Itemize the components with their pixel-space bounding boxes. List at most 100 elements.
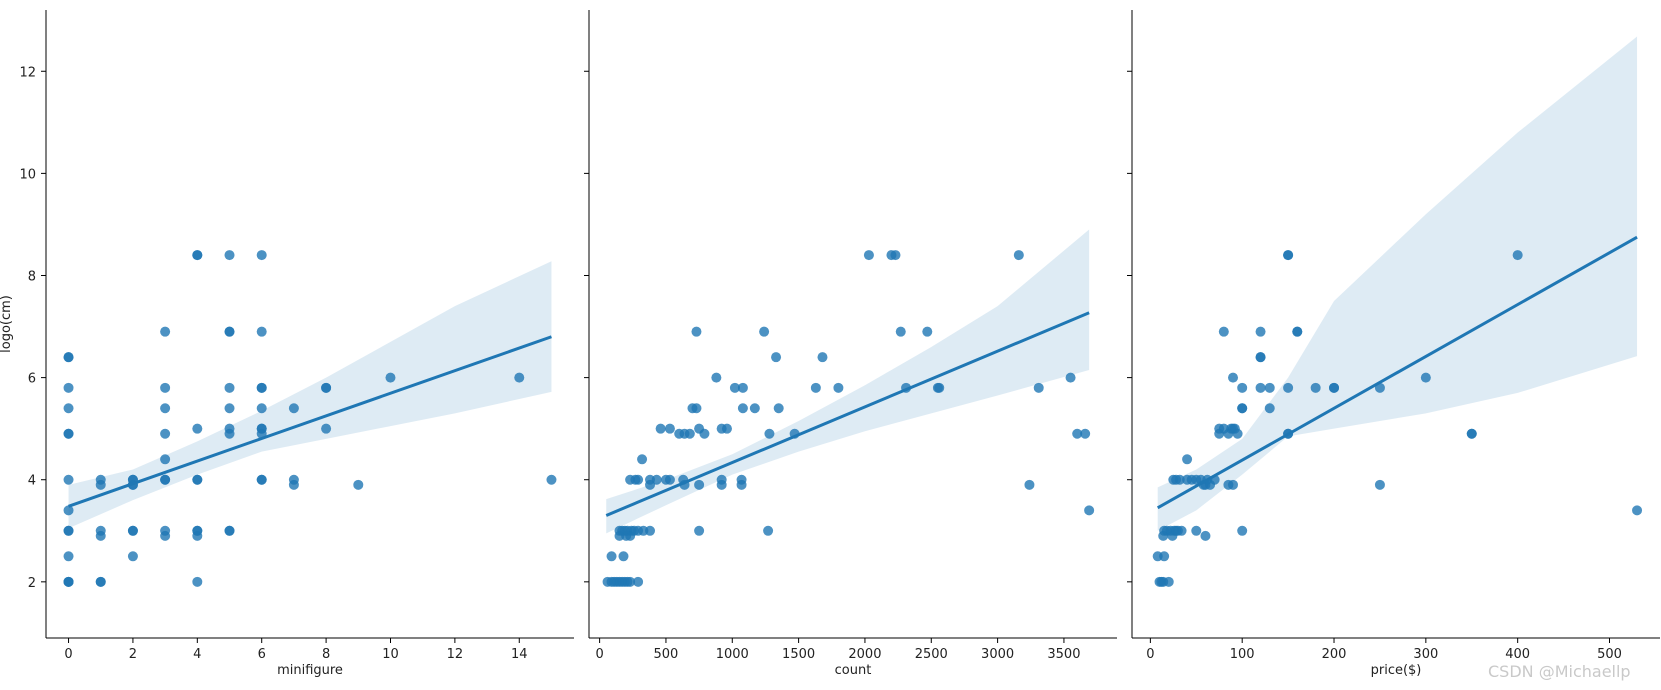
x-tick-label: 14 — [511, 647, 528, 662]
panel-minifigure: 0 2 4 6 8 10 12 14 2 4 6 8 10 12 minifigure logo(cm) — [0, 10, 574, 678]
data-point — [288, 403, 299, 414]
data-point — [764, 428, 775, 439]
x-tick-label: 12 — [447, 647, 464, 662]
data-point — [1080, 428, 1091, 439]
data-point — [1255, 382, 1266, 393]
data-point — [833, 382, 844, 393]
data-point — [763, 525, 774, 536]
data-point — [63, 428, 74, 439]
data-point — [1163, 576, 1174, 587]
data-point — [721, 423, 732, 434]
x-tick-label: 3000 — [981, 647, 1014, 662]
data-point — [625, 576, 636, 587]
x-tick-label: 2000 — [848, 647, 881, 662]
data-point — [288, 474, 299, 485]
data-point — [711, 372, 722, 383]
data-point — [1264, 382, 1275, 393]
data-point — [192, 474, 203, 485]
data-point — [95, 525, 106, 536]
x-axis-title: count — [835, 663, 872, 678]
data-point — [63, 551, 74, 562]
data-point — [95, 474, 106, 485]
data-point — [694, 525, 705, 536]
x-tick-label: 100 — [1230, 647, 1255, 662]
watermark-text: CSDN @Michaellp — [1488, 662, 1631, 681]
data-point — [385, 372, 396, 383]
data-point — [127, 525, 138, 536]
data-point — [224, 423, 235, 434]
data-point — [645, 479, 656, 490]
data-point — [1084, 505, 1095, 516]
data-point — [1329, 382, 1340, 393]
x-tick-label: 400 — [1505, 647, 1530, 662]
data-point — [256, 423, 267, 434]
data-point — [95, 576, 106, 587]
x-tick-label: 0 — [1146, 647, 1154, 662]
data-point — [664, 474, 675, 485]
data-point — [729, 382, 740, 393]
data-point — [771, 352, 782, 363]
x-tick-label: 500 — [654, 647, 679, 662]
x-tick-label: 8 — [322, 647, 330, 662]
data-point — [1255, 352, 1266, 363]
data-point — [1283, 382, 1294, 393]
data-point — [192, 250, 203, 261]
confidence-band — [1157, 36, 1638, 531]
data-point — [1264, 403, 1275, 414]
data-point — [890, 250, 901, 261]
data-point — [934, 382, 945, 393]
data-point — [1182, 454, 1193, 465]
data-point — [1072, 428, 1083, 439]
data-point — [224, 403, 235, 414]
data-point — [655, 423, 666, 434]
data-point — [1174, 474, 1185, 485]
data-point — [737, 382, 748, 393]
data-point — [1191, 525, 1202, 536]
data-point — [1292, 326, 1303, 337]
data-point — [691, 326, 702, 337]
y-tick-label: 10 — [19, 167, 36, 182]
data-point — [1228, 372, 1239, 383]
x-tick-label: 500 — [1597, 647, 1622, 662]
data-point — [160, 382, 171, 393]
data-point — [1374, 479, 1385, 490]
data-point — [749, 403, 760, 414]
data-point — [922, 326, 933, 337]
data-point — [1632, 505, 1643, 516]
data-point — [224, 326, 235, 337]
data-point — [192, 576, 203, 587]
data-point — [1310, 382, 1321, 393]
data-point — [514, 372, 525, 383]
data-point — [256, 382, 267, 393]
data-point — [127, 551, 138, 562]
data-point — [160, 428, 171, 439]
data-point — [353, 479, 364, 490]
data-point — [633, 576, 644, 587]
regression-line — [68, 335, 552, 508]
x-tick-label: 1500 — [782, 647, 815, 662]
data-point — [256, 403, 267, 414]
data-point — [63, 352, 74, 363]
data-point — [759, 326, 770, 337]
data-point — [1065, 372, 1076, 383]
data-point — [645, 525, 656, 536]
data-point — [633, 474, 644, 485]
data-point — [1283, 250, 1294, 261]
x-tick-label: 3500 — [1047, 647, 1080, 662]
panel-price: 0 100 200 300 400 500 price($) — [1127, 10, 1660, 678]
y-axis-title: logo(cm) — [0, 295, 14, 353]
y-tick-label: 12 — [19, 65, 36, 80]
data-point — [1466, 428, 1477, 439]
data-point — [224, 250, 235, 261]
data-point — [817, 352, 828, 363]
data-point — [694, 479, 705, 490]
x-tick-label: 0 — [595, 647, 603, 662]
data-point — [664, 423, 675, 434]
data-point — [1512, 250, 1523, 261]
data-point — [63, 382, 74, 393]
data-point — [256, 326, 267, 337]
data-point — [192, 423, 203, 434]
x-tick-label: 4 — [193, 647, 201, 662]
data-point — [160, 474, 171, 485]
